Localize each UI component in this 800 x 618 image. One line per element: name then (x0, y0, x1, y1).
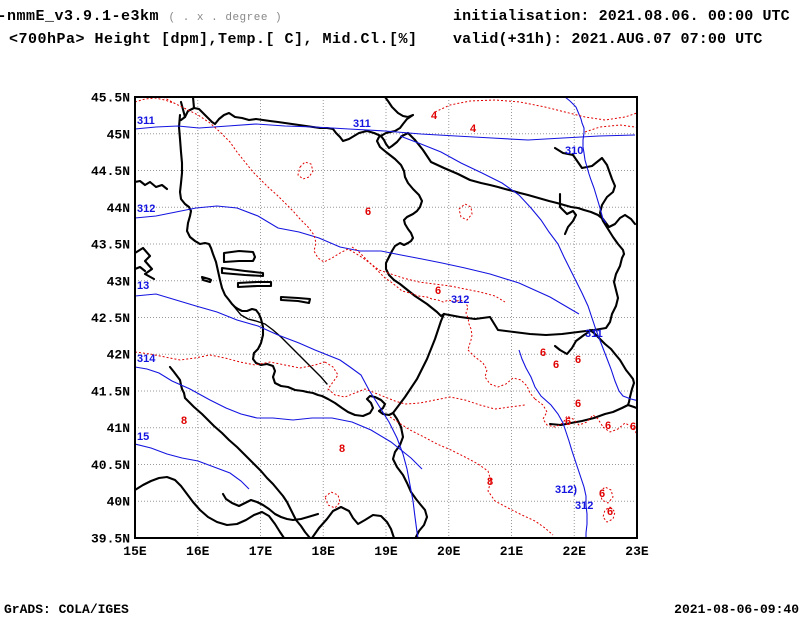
svg-text:44.5N: 44.5N (91, 164, 130, 179)
svg-text:42N: 42N (107, 348, 130, 363)
svg-text:23E: 23E (625, 544, 649, 559)
svg-text:41.5N: 41.5N (91, 385, 130, 400)
svg-text:43N: 43N (107, 275, 130, 290)
svg-text:45N: 45N (107, 128, 130, 143)
svg-text:21E: 21E (500, 544, 524, 559)
svg-text:22E: 22E (563, 544, 587, 559)
svg-text:40N: 40N (107, 495, 130, 510)
svg-text:19E: 19E (374, 544, 398, 559)
svg-text:20E: 20E (437, 544, 461, 559)
svg-text:40.5N: 40.5N (91, 458, 130, 473)
svg-text:41N: 41N (107, 421, 130, 436)
svg-text:18E: 18E (312, 544, 336, 559)
svg-text:45.5N: 45.5N (91, 91, 130, 106)
svg-text:43.5N: 43.5N (91, 238, 130, 253)
svg-text:15E: 15E (123, 544, 147, 559)
svg-text:44N: 44N (107, 201, 130, 216)
svg-text:17E: 17E (249, 544, 273, 559)
svg-text:16E: 16E (186, 544, 210, 559)
svg-text:42.5N: 42.5N (91, 311, 130, 326)
